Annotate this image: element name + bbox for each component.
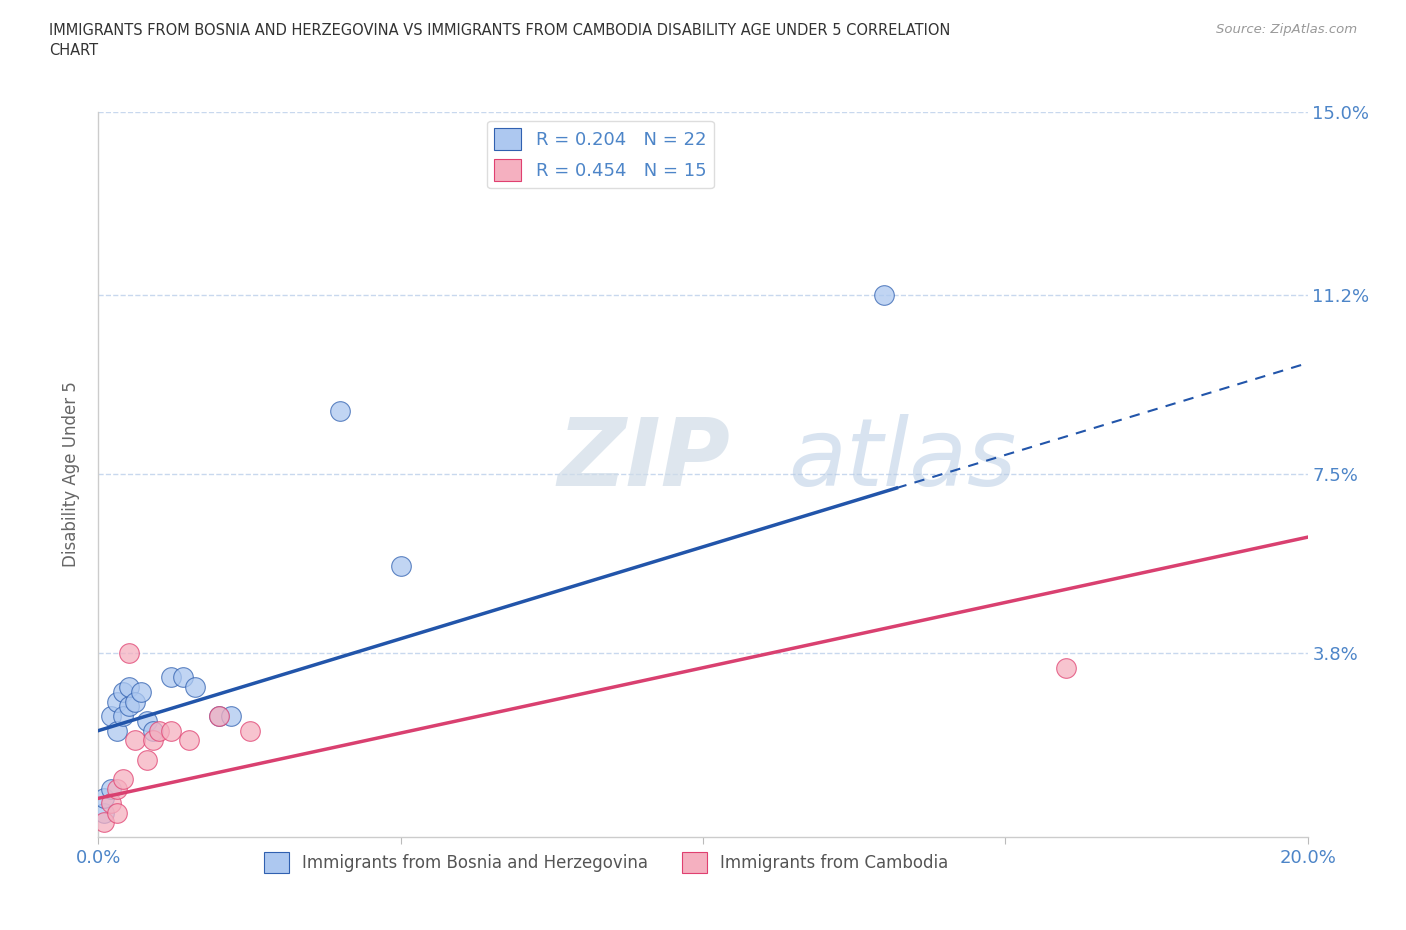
Point: [105, 724, 128, 738]
Point: [329, 404, 352, 418]
Point: [208, 709, 231, 724]
Point: [105, 805, 128, 820]
Text: ZIP: ZIP: [558, 414, 731, 506]
Point: [124, 733, 146, 748]
Point: [118, 645, 141, 660]
Point: [172, 670, 194, 684]
Point: [208, 709, 231, 724]
Point: [100, 796, 122, 811]
Point: [118, 699, 141, 714]
Point: [1054, 660, 1077, 675]
Text: atlas: atlas: [787, 414, 1017, 505]
Point: [135, 713, 157, 728]
Text: Source: ZipAtlas.com: Source: ZipAtlas.com: [1216, 23, 1357, 36]
Point: [129, 684, 152, 699]
Point: [239, 724, 262, 738]
Legend: Immigrants from Bosnia and Herzegovina, Immigrants from Cambodia: Immigrants from Bosnia and Herzegovina, …: [257, 845, 955, 880]
Point: [111, 709, 134, 724]
Point: [118, 680, 141, 695]
Point: [111, 684, 134, 699]
Text: IMMIGRANTS FROM BOSNIA AND HERZEGOVINA VS IMMIGRANTS FROM CAMBODIA DISABILITY AG: IMMIGRANTS FROM BOSNIA AND HERZEGOVINA V…: [49, 23, 950, 58]
Point: [160, 724, 183, 738]
Point: [142, 724, 165, 738]
Point: [93, 815, 115, 830]
Point: [221, 709, 243, 724]
Point: [160, 670, 183, 684]
Point: [184, 680, 207, 695]
Y-axis label: Disability Age Under 5: Disability Age Under 5: [62, 381, 80, 567]
Point: [100, 781, 122, 796]
Point: [124, 694, 146, 709]
Point: [148, 724, 170, 738]
Point: [105, 694, 128, 709]
Point: [873, 288, 896, 303]
Point: [93, 790, 115, 805]
Point: [105, 781, 128, 796]
Point: [135, 752, 157, 767]
Point: [93, 805, 115, 820]
Point: [389, 559, 412, 574]
Point: [111, 772, 134, 787]
Point: [179, 733, 201, 748]
Point: [142, 733, 165, 748]
Point: [100, 709, 122, 724]
